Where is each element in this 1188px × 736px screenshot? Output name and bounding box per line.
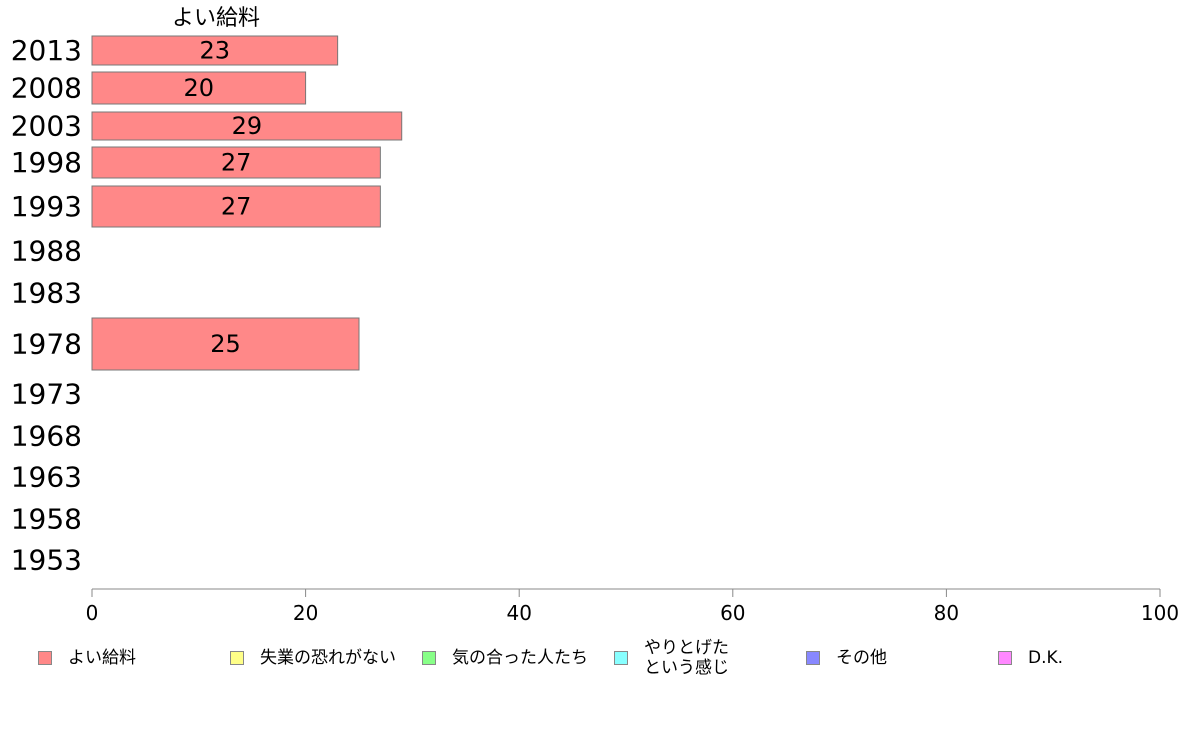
bar-value-label: 23	[200, 37, 231, 65]
bar	[91, 185, 381, 228]
bar-value-label: 29	[232, 112, 263, 140]
legend-item: よい給料	[38, 636, 136, 680]
y-tick-label: 1998	[11, 146, 82, 179]
series-title: よい給料	[172, 6, 260, 31]
y-tick-label: 1978	[11, 328, 82, 361]
y-tick-label: 1973	[11, 378, 82, 411]
y-tick-label: 1963	[11, 461, 82, 494]
x-tick-label: 80	[934, 601, 959, 625]
y-tick-label: 2008	[11, 72, 82, 105]
legend-swatch	[422, 651, 436, 665]
legend: よい給料 失業の恐れがない 気の合った人たち やりとげた という感じ その他 D.K.	[38, 636, 1178, 686]
y-tick-label: 1983	[11, 277, 82, 310]
legend-label: 気の合った人たち	[452, 648, 588, 668]
legend-label: よい給料	[68, 648, 136, 668]
y-tick-label: 1968	[11, 420, 82, 453]
bar-value-label: 27	[221, 149, 252, 177]
y-tick-label: 1953	[11, 544, 82, 577]
bar	[91, 146, 381, 179]
legend-swatch	[230, 651, 244, 665]
legend-swatch	[998, 651, 1012, 665]
chart-rows: 2013 23 2008 20 2003 29 1998 27 1993 27 1988 1983 19…	[11, 34, 403, 577]
legend-item: その他	[806, 636, 887, 680]
y-tick-label: 2003	[11, 110, 82, 143]
legend-label: 失業の恐れがない	[260, 648, 396, 668]
y-tick-label: 1988	[11, 235, 82, 268]
bar	[91, 317, 360, 371]
legend-item: 失業の恐れがない	[230, 636, 396, 680]
bar-value-label: 27	[221, 193, 252, 221]
legend-item: D.K.	[998, 636, 1063, 680]
legend-swatch	[806, 651, 820, 665]
chart-canvas: よい給料 2013 23 2008 20 2003 29 1998 27 1993 27 1988 1…	[11, 6, 1179, 625]
bar	[91, 35, 339, 66]
x-tick-label: 40	[506, 601, 531, 625]
legend-item: やりとげた という感じ	[614, 636, 729, 680]
bar-value-label: 20	[184, 74, 215, 102]
legend-label: その他	[836, 648, 887, 668]
y-tick-label: 2013	[11, 34, 82, 67]
bar	[91, 111, 403, 141]
x-tick-label: 0	[86, 601, 99, 625]
y-tick-label: 1993	[11, 190, 82, 223]
bar-value-label: 25	[210, 330, 241, 358]
bar	[91, 71, 307, 105]
legend-swatch	[38, 651, 52, 665]
legend-item: 気の合った人たち	[422, 636, 588, 680]
x-tick-label: 20	[293, 601, 318, 625]
x-tick-label: 100	[1141, 601, 1179, 625]
legend-label: やりとげた という感じ	[644, 638, 729, 678]
legend-label: D.K.	[1028, 648, 1064, 668]
y-tick-label: 1958	[11, 503, 82, 536]
x-tick-label: 60	[720, 601, 745, 625]
legend-swatch	[614, 651, 628, 665]
x-axis: 0 20 40 60 80 100	[86, 589, 1179, 625]
